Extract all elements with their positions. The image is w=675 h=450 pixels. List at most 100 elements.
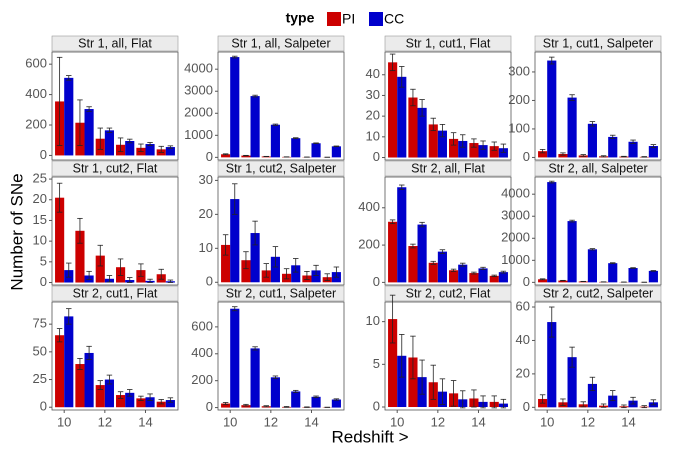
- strip: [217, 35, 345, 52]
- panel-title: Str 1, cut1, Flat: [406, 36, 491, 50]
- error-bar: [549, 56, 555, 65]
- error-bar: [399, 66, 405, 88]
- panel-title: Str 2, cut2, Flat: [406, 286, 491, 300]
- panel-title: Str 2, cut1, Flat: [73, 286, 158, 300]
- error-bar: [117, 137, 124, 153]
- y-tick-label: 20: [199, 206, 213, 221]
- bar: [417, 224, 427, 283]
- error-bar: [410, 88, 416, 107]
- error-bar: [147, 278, 153, 283]
- error-bar: [500, 398, 507, 409]
- panel-title: Str 1, cut2, Flat: [73, 161, 158, 175]
- bar: [241, 405, 251, 408]
- error-bar: [117, 391, 124, 399]
- bar: [55, 197, 65, 283]
- bar: [437, 130, 447, 158]
- error-bar: [439, 124, 446, 138]
- bar: [469, 273, 479, 283]
- error-bar: [158, 145, 164, 153]
- bar: [397, 76, 407, 158]
- bar: [291, 265, 301, 283]
- error-bar: [86, 270, 92, 281]
- x-tick-label: 14: [138, 414, 152, 429]
- bar: [587, 249, 597, 283]
- y-tick-label: 0: [206, 149, 213, 164]
- bar: [241, 155, 251, 158]
- error-bar: [86, 106, 92, 112]
- bar: [125, 140, 135, 156]
- bar: [221, 244, 231, 283]
- bar: [311, 143, 321, 158]
- y-tick-label: 25: [33, 171, 47, 186]
- bar: [136, 398, 146, 408]
- error-bar: [539, 149, 546, 154]
- bar: [270, 377, 280, 408]
- error-bar: [333, 398, 340, 401]
- y-tick-label: 25: [33, 371, 47, 386]
- error-bar: [491, 274, 497, 278]
- bar: [84, 352, 94, 408]
- error-bar: [450, 132, 457, 146]
- error-bar: [106, 374, 113, 385]
- error-bar: [471, 138, 477, 148]
- bar: [250, 348, 260, 408]
- legend-title: type: [286, 10, 315, 26]
- y-tick-label: 0: [206, 399, 213, 414]
- bar: [388, 319, 398, 408]
- error-bar: [167, 145, 174, 149]
- error-bar: [500, 270, 507, 274]
- bar: [449, 138, 459, 158]
- error-bar: [126, 277, 133, 283]
- error-bar: [66, 262, 72, 278]
- bar: [587, 123, 597, 158]
- bar: [241, 260, 251, 283]
- bar: [498, 148, 508, 158]
- bar: [538, 279, 548, 283]
- error-bar: [66, 308, 72, 325]
- bar: [64, 316, 74, 408]
- error-bar: [389, 294, 396, 344]
- bar: [458, 264, 468, 283]
- bar: [449, 270, 459, 283]
- panel-title: Str 2, cut1, Salpeter: [226, 286, 336, 300]
- y-tick-label: 20: [33, 191, 47, 206]
- error-bar: [138, 395, 144, 401]
- strip: [534, 160, 662, 177]
- error-bar: [399, 184, 405, 190]
- bar: [55, 335, 65, 408]
- error-bar: [600, 155, 607, 158]
- bar: [628, 141, 638, 158]
- error-bar: [283, 268, 290, 280]
- error-bar: [580, 154, 587, 157]
- y-tick-label: 75: [33, 316, 47, 331]
- bar: [250, 233, 260, 283]
- bar: [311, 396, 321, 408]
- panel-title: Str 2, cut2, Salpeter: [543, 286, 653, 300]
- error-bar: [56, 328, 63, 343]
- error-bar: [459, 134, 466, 148]
- bar: [397, 187, 407, 283]
- error-bar: [621, 155, 627, 158]
- error-bar: [304, 271, 310, 280]
- error-bar: [333, 145, 340, 148]
- legend-swatch: [369, 12, 383, 26]
- error-bar: [126, 389, 133, 397]
- y-tick-label: 600: [25, 56, 47, 71]
- panel-title: Str 1, cut2, Salpeter: [226, 161, 336, 175]
- bar: [408, 357, 418, 408]
- bar: [165, 400, 175, 408]
- panel-title: Str 1, cut1, Salpeter: [543, 36, 653, 50]
- y-tick-label: 300: [508, 63, 530, 78]
- error-bar: [430, 117, 437, 132]
- bar: [428, 262, 438, 283]
- error-bar: [222, 402, 229, 406]
- bar: [558, 154, 568, 158]
- error-bar: [569, 219, 575, 223]
- bar: [567, 357, 577, 408]
- y-tick-label: 3000: [184, 83, 213, 98]
- error-bar: [77, 99, 83, 146]
- error-bar: [126, 138, 133, 144]
- bar: [250, 96, 260, 158]
- bar: [291, 391, 301, 408]
